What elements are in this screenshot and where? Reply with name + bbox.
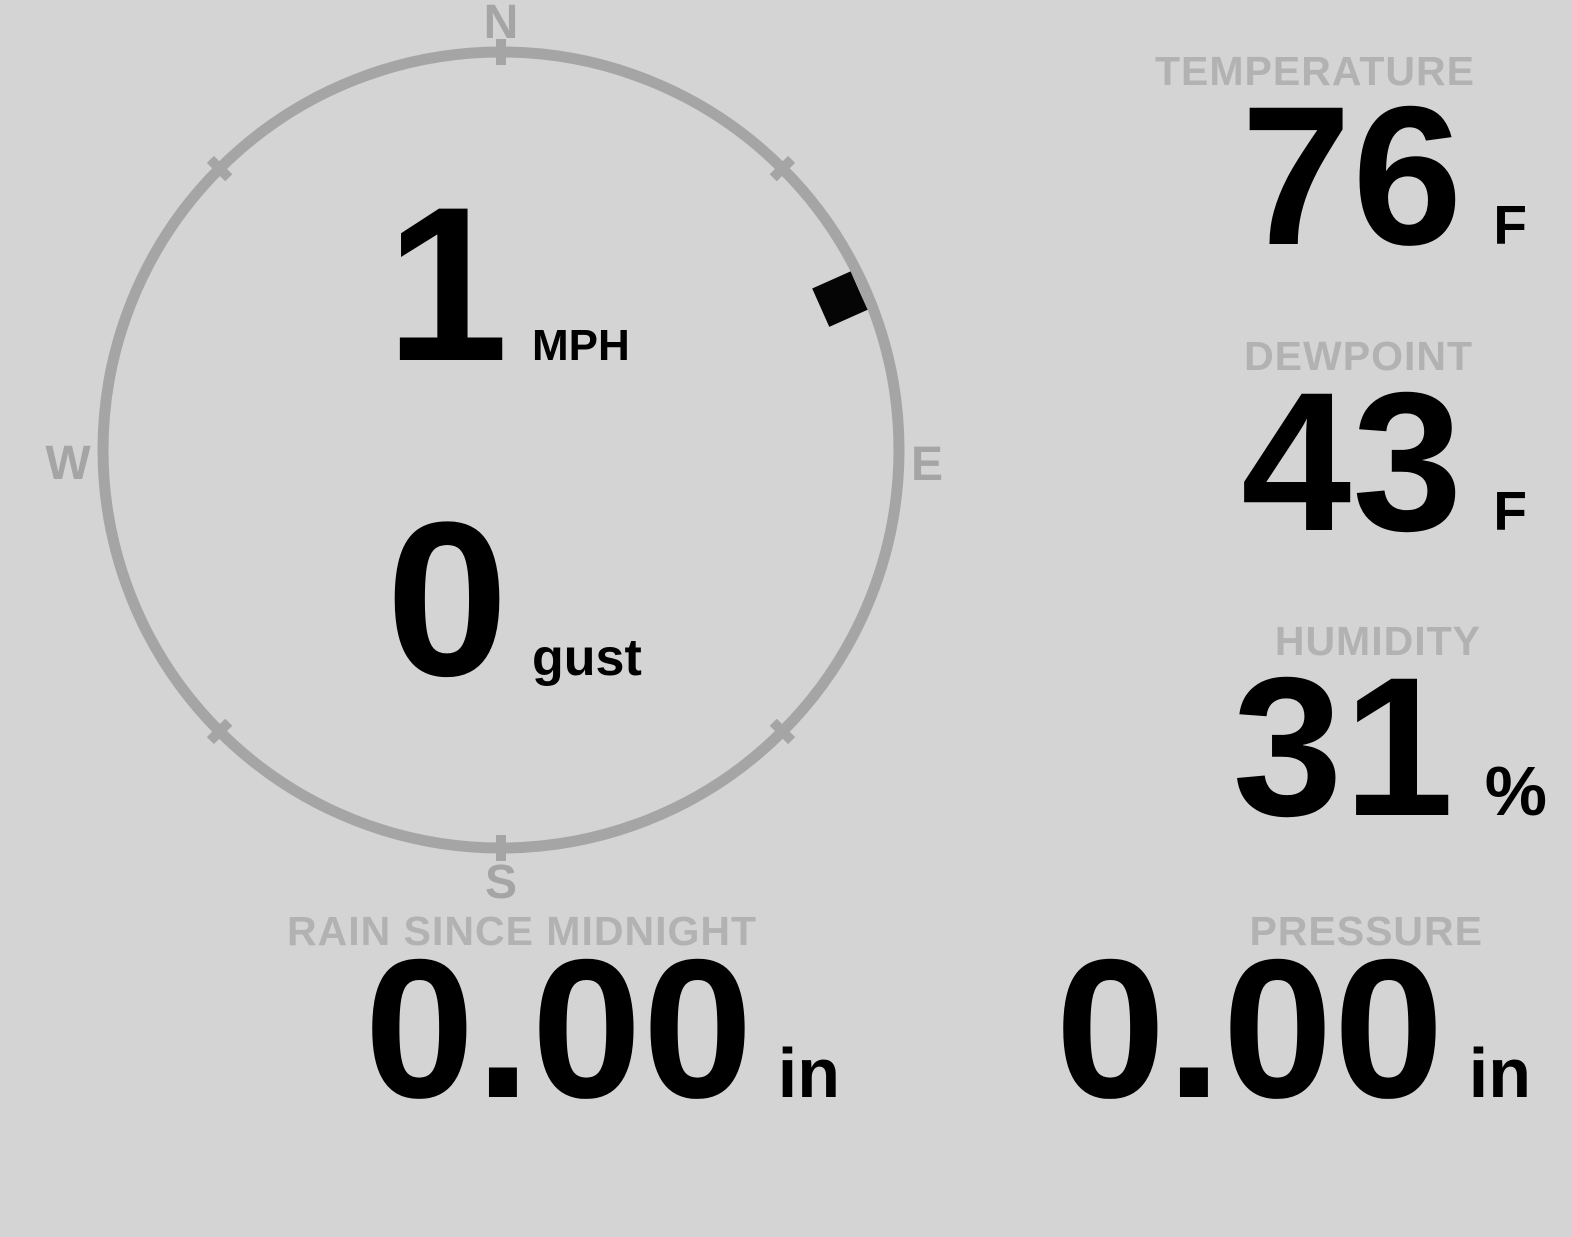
wind-gust-unit: gust (532, 629, 642, 687)
humidity-reading: 31 % (1233, 648, 1548, 846)
cardinal-north-label: N (484, 0, 519, 49)
temperature-label: TEMPERATURE (1154, 48, 1475, 94)
rain-since-midnight-value: 0.00 (364, 918, 754, 1139)
compass-tick (769, 718, 796, 745)
dewpoint-label: DEWPOINT (1244, 333, 1473, 379)
pressure-value: 0.00 (1055, 918, 1445, 1139)
temperature-value: 76 (1241, 65, 1464, 286)
dewpoint-value: 43 (1241, 351, 1464, 572)
dewpoint-reading: 43 F (1241, 363, 1527, 561)
temperature-reading: 76 F (1241, 77, 1527, 275)
rain-since-midnight-label: RAIN SINCE MIDNIGHT (287, 908, 757, 954)
wind-speed-unit: MPH (532, 321, 630, 370)
compass-ticks (206, 39, 796, 861)
pressure-reading: 0.00 in (1055, 930, 1531, 1128)
cardinal-east-label: E (911, 438, 943, 491)
cardinal-south-label: S (485, 856, 517, 909)
rain-since-midnight-unit: in (777, 1034, 840, 1112)
wind-speed-value: 1 (386, 161, 509, 407)
wind-speed-reading: 1 MPH (386, 174, 630, 394)
humidity-value: 31 (1232, 636, 1455, 857)
wind-compass: N E S W (45, 0, 943, 909)
pressure-unit: in (1468, 1034, 1531, 1112)
dewpoint-unit: F (1493, 480, 1527, 542)
compass-tick (206, 718, 233, 745)
pressure-label: PRESSURE (1249, 908, 1483, 954)
wind-gust-value: 0 (386, 476, 509, 722)
cardinal-west-label: W (45, 437, 91, 490)
rain-since-midnight-reading: 0.00 in (364, 930, 840, 1128)
humidity-label: HUMIDITY (1274, 618, 1481, 664)
compass-tick (206, 155, 233, 182)
wind-gust-reading: 0 gust (386, 489, 642, 709)
wind-direction-marker (812, 271, 868, 327)
humidity-unit: % (1484, 752, 1547, 830)
compass-tick (769, 155, 796, 182)
temperature-unit: F (1493, 194, 1527, 256)
